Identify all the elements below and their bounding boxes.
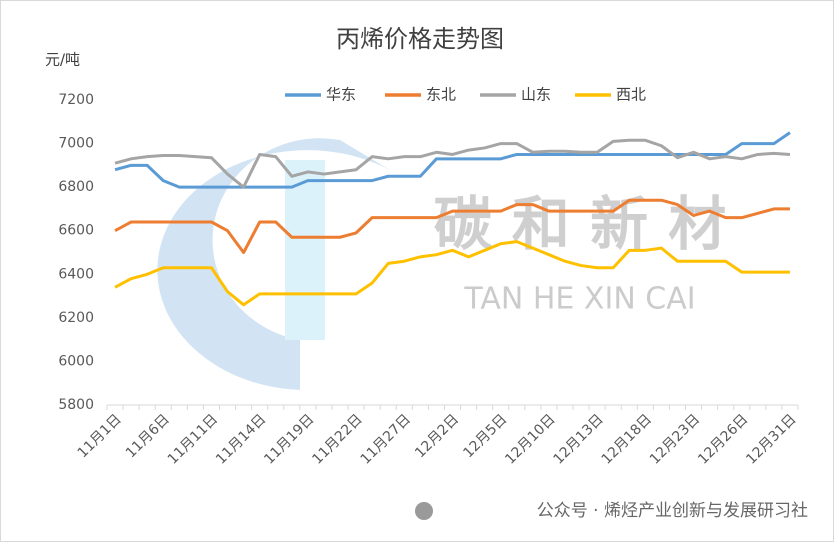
watermark-logo [157,138,390,390]
y-tick-label: 6800 [58,179,94,195]
watermark-text: 碳 和 新 材 [434,190,727,258]
y-tick-label: 6400 [58,266,94,282]
footer-text: 公众号 · 烯烃产业创新与发展研习社 [537,501,808,521]
legend-label: 山东 [521,86,551,104]
series-line [114,138,791,189]
y-tick-label: 6600 [58,223,94,239]
y-tick-label: 7200 [58,92,94,108]
series-line [114,198,790,254]
series-line [114,240,790,307]
y-tick-label: 7000 [58,136,94,152]
legend-label: 华东 [326,86,356,104]
chart-title: 丙烯价格走势图 [336,25,504,53]
y-tick-label: 6200 [58,310,94,326]
y-tick-label: 5800 [58,397,94,413]
y-axis-label: 元/吨 [45,51,80,69]
series-line [114,131,791,189]
y-tick-label: 6000 [58,353,94,369]
legend-label: 西北 [616,86,646,104]
legend-label: 东北 [426,86,456,104]
watermark-text: TAN HE XIN CAI [463,282,695,317]
wechat-icon [415,502,433,520]
